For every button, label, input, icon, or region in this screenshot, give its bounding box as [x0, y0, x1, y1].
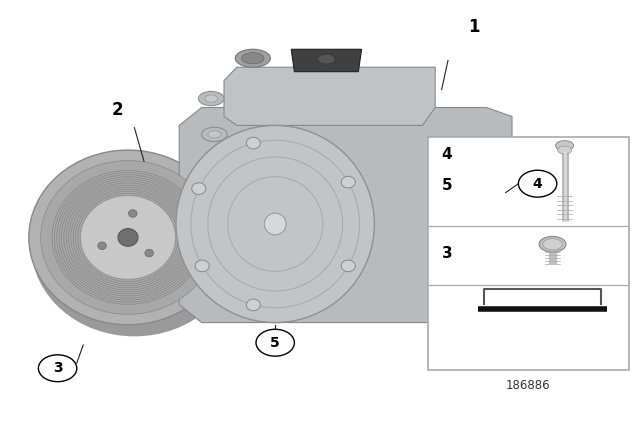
Ellipse shape	[41, 160, 215, 314]
Ellipse shape	[198, 91, 224, 106]
Ellipse shape	[98, 242, 106, 250]
Ellipse shape	[264, 213, 286, 235]
Ellipse shape	[556, 141, 573, 151]
Polygon shape	[467, 152, 531, 305]
Ellipse shape	[504, 252, 514, 259]
Ellipse shape	[341, 176, 355, 188]
Ellipse shape	[504, 194, 514, 201]
Ellipse shape	[145, 249, 154, 257]
Ellipse shape	[242, 52, 264, 64]
Ellipse shape	[557, 146, 572, 154]
Ellipse shape	[129, 210, 137, 217]
Ellipse shape	[236, 49, 271, 67]
Ellipse shape	[31, 155, 237, 336]
Polygon shape	[291, 49, 362, 72]
Text: 1: 1	[468, 18, 479, 36]
Circle shape	[38, 355, 77, 382]
Ellipse shape	[202, 127, 227, 142]
Ellipse shape	[192, 183, 206, 194]
Ellipse shape	[195, 260, 209, 271]
Text: 3: 3	[52, 361, 63, 375]
Text: 4: 4	[532, 177, 543, 191]
Text: 3: 3	[442, 246, 452, 261]
Ellipse shape	[543, 239, 562, 250]
Ellipse shape	[246, 299, 260, 311]
Ellipse shape	[499, 190, 518, 204]
Text: 5: 5	[270, 336, 280, 350]
Ellipse shape	[499, 249, 518, 262]
Text: 4: 4	[442, 147, 452, 162]
Text: 186886: 186886	[506, 379, 550, 392]
Circle shape	[518, 170, 557, 197]
Ellipse shape	[208, 131, 221, 138]
Ellipse shape	[29, 150, 227, 325]
Ellipse shape	[246, 137, 260, 149]
FancyBboxPatch shape	[428, 137, 629, 370]
Ellipse shape	[341, 260, 355, 271]
Polygon shape	[224, 67, 435, 125]
Ellipse shape	[317, 54, 335, 64]
Ellipse shape	[118, 228, 138, 246]
Text: 5: 5	[442, 178, 452, 194]
Ellipse shape	[539, 237, 566, 252]
Ellipse shape	[176, 125, 374, 323]
Ellipse shape	[81, 195, 175, 280]
Text: 2: 2	[111, 101, 123, 119]
Circle shape	[256, 329, 294, 356]
Ellipse shape	[205, 95, 218, 102]
Polygon shape	[179, 108, 512, 323]
